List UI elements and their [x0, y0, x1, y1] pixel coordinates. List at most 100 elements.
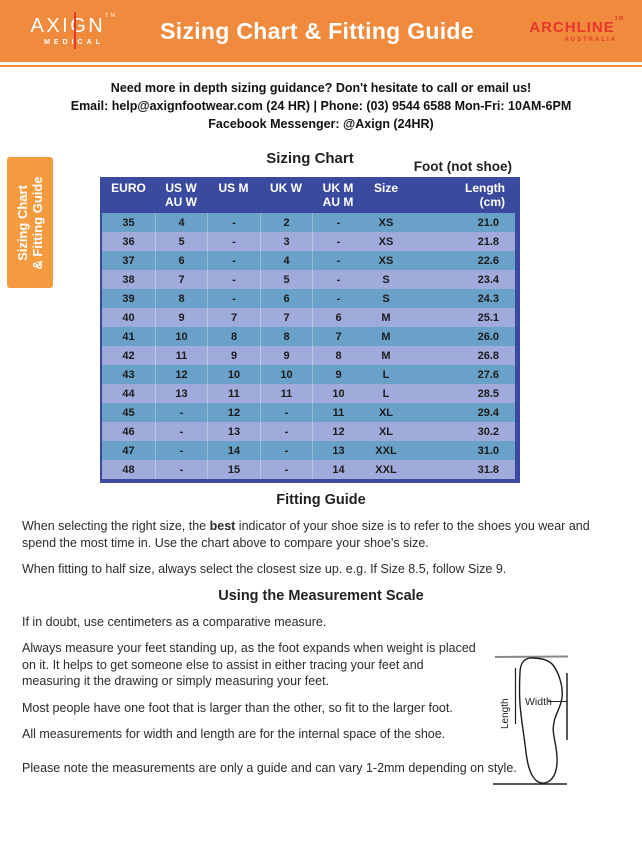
table-cell: -	[155, 403, 207, 422]
table-cell: 4	[155, 213, 207, 232]
table-cell: 11	[207, 384, 260, 403]
table-cell: -	[260, 422, 312, 441]
table-cell: 5	[155, 232, 207, 251]
contact-block: Need more in depth sizing guidance? Don'…	[0, 79, 642, 133]
fitting-guide-paragraph-1: When selecting the right size, the best …	[22, 518, 614, 551]
header-divider	[0, 65, 642, 67]
table-cell: 10	[312, 384, 364, 403]
table-cell: 42	[122, 349, 135, 362]
table-cell: 35	[122, 216, 135, 229]
foot-not-shoe-label: Foot (not shoe)	[413, 159, 512, 174]
table-cell: 12	[155, 365, 207, 384]
table-cell: 10	[207, 365, 260, 384]
table-cell: 11	[260, 384, 312, 403]
table-cell: 8	[155, 289, 207, 308]
table-cell: 47	[122, 444, 135, 457]
table-cell: -	[260, 403, 312, 422]
table-cell: XXL	[375, 444, 397, 457]
side-tab-label: Sizing Chart & Fitting Guide	[7, 157, 53, 288]
table-cell: -	[207, 232, 260, 251]
table-cell: 6	[260, 289, 312, 308]
table-cell: 36	[122, 235, 135, 248]
axign-wordmark: AXIGN	[30, 15, 106, 37]
diagram-top-line	[494, 655, 569, 658]
table-cell: 27.6	[477, 368, 499, 381]
size-table-header-row: EURO US W AU W US M UK W UK M AU M Size Length…	[102, 177, 515, 213]
table-cell: XL	[378, 425, 394, 438]
table-cell: 21.0	[477, 216, 499, 229]
contact-line-2: Email: help@axignfootwear.com (24 HR) | …	[70, 99, 572, 113]
table-cell: 13	[207, 422, 260, 441]
foot-measurement-diagram: Width Length	[493, 655, 569, 785]
table-cell: 15	[207, 460, 260, 479]
table-cell: 6	[155, 251, 207, 270]
table-cell: 13	[155, 384, 207, 403]
table-cell: 6	[312, 308, 364, 327]
archline-logo-text: ARCHLINETM	[504, 16, 624, 35]
table-cell: 41	[122, 330, 135, 343]
table-cell: 40	[122, 311, 135, 324]
axign-medical-logo: AXIGNTM MEDICAL	[18, 12, 130, 49]
table-cell: 9	[312, 365, 364, 384]
table-cell: 11	[312, 403, 364, 422]
table-cell: M	[381, 311, 391, 324]
side-tab-line-2: & Fitting Guide	[30, 175, 45, 270]
axign-trademark: TM	[105, 13, 118, 19]
archline-australia-label: AUSTRALIA	[564, 36, 617, 43]
table-cell: XS	[378, 216, 394, 229]
table-cell: 14	[312, 460, 364, 479]
width-label: Width	[525, 696, 552, 708]
table-cell: 45	[122, 406, 135, 419]
sizing-chart-title: Sizing Chart	[266, 150, 354, 167]
table-cell: 26.8	[477, 349, 499, 362]
table-cell: S	[382, 292, 390, 305]
table-cell: -	[312, 213, 364, 232]
table-cell: -	[155, 460, 207, 479]
table-cell: M	[381, 330, 391, 343]
table-row: 35 4-2- XS 21.0	[102, 213, 515, 232]
measurement-paragraph-3: Most people have one foot that is larger…	[22, 701, 453, 715]
axign-logo-text: AXIGNTM	[18, 13, 130, 37]
table-cell: 7	[312, 327, 364, 346]
table-row: 37 6-4- XS 22.6	[102, 251, 515, 270]
table-cell: 21.8	[477, 235, 499, 248]
table-cell: 7	[260, 308, 312, 327]
table-cell: -	[312, 270, 364, 289]
column-header-1: US W AU W	[165, 181, 197, 209]
fitting-guide-paragraph-2: When fitting to half size, always select…	[22, 562, 507, 576]
table-cell: 44	[122, 387, 135, 400]
table-cell: L	[382, 387, 390, 400]
table-cell: L	[382, 368, 390, 381]
table-cell: -	[155, 441, 207, 460]
table-cell: 10	[155, 327, 207, 346]
measurement-scale-heading: Using the Measurement Scale	[218, 588, 424, 604]
table-cell: 28.5	[477, 387, 499, 400]
table-cell: 7	[207, 308, 260, 327]
table-cell: 31.8	[477, 463, 499, 476]
contact-line-1: Need more in depth sizing guidance? Don'…	[110, 81, 532, 95]
table-cell: 26.0	[477, 330, 499, 343]
axign-medical-label: MEDICAL	[18, 39, 130, 46]
table-cell: 9	[155, 308, 207, 327]
table-cell: 2	[260, 213, 312, 232]
table-cell: 23.4	[477, 273, 499, 286]
table-row: 48-15-14 XXL 31.8	[102, 460, 515, 479]
table-row: 42 11 9 9 8 M 26.8	[102, 346, 515, 365]
table-row: 47-14-13 XXL 31.0	[102, 441, 515, 460]
axign-red-line-icon	[74, 12, 76, 49]
table-cell: 22.6	[477, 254, 499, 267]
table-cell: 4	[260, 251, 312, 270]
table-cell: 31.0	[477, 444, 499, 457]
header-bar: AXIGNTM MEDICAL Sizing Chart & Fitting G…	[0, 0, 642, 62]
table-cell: -	[207, 213, 260, 232]
table-cell: 5	[260, 270, 312, 289]
table-cell: -	[312, 289, 364, 308]
table-cell: 43	[122, 368, 135, 381]
table-cell: 7	[155, 270, 207, 289]
contact-line-3: Facebook Messenger: @Axign (24HR)	[208, 117, 434, 131]
size-table: EURO US W AU W US M UK W UK M AU M Size Length…	[100, 177, 520, 483]
table-cell: XS	[378, 235, 394, 248]
table-row: 41 10 8 8 7 M 26.0	[102, 327, 515, 346]
column-header-0: EURO	[111, 181, 146, 195]
